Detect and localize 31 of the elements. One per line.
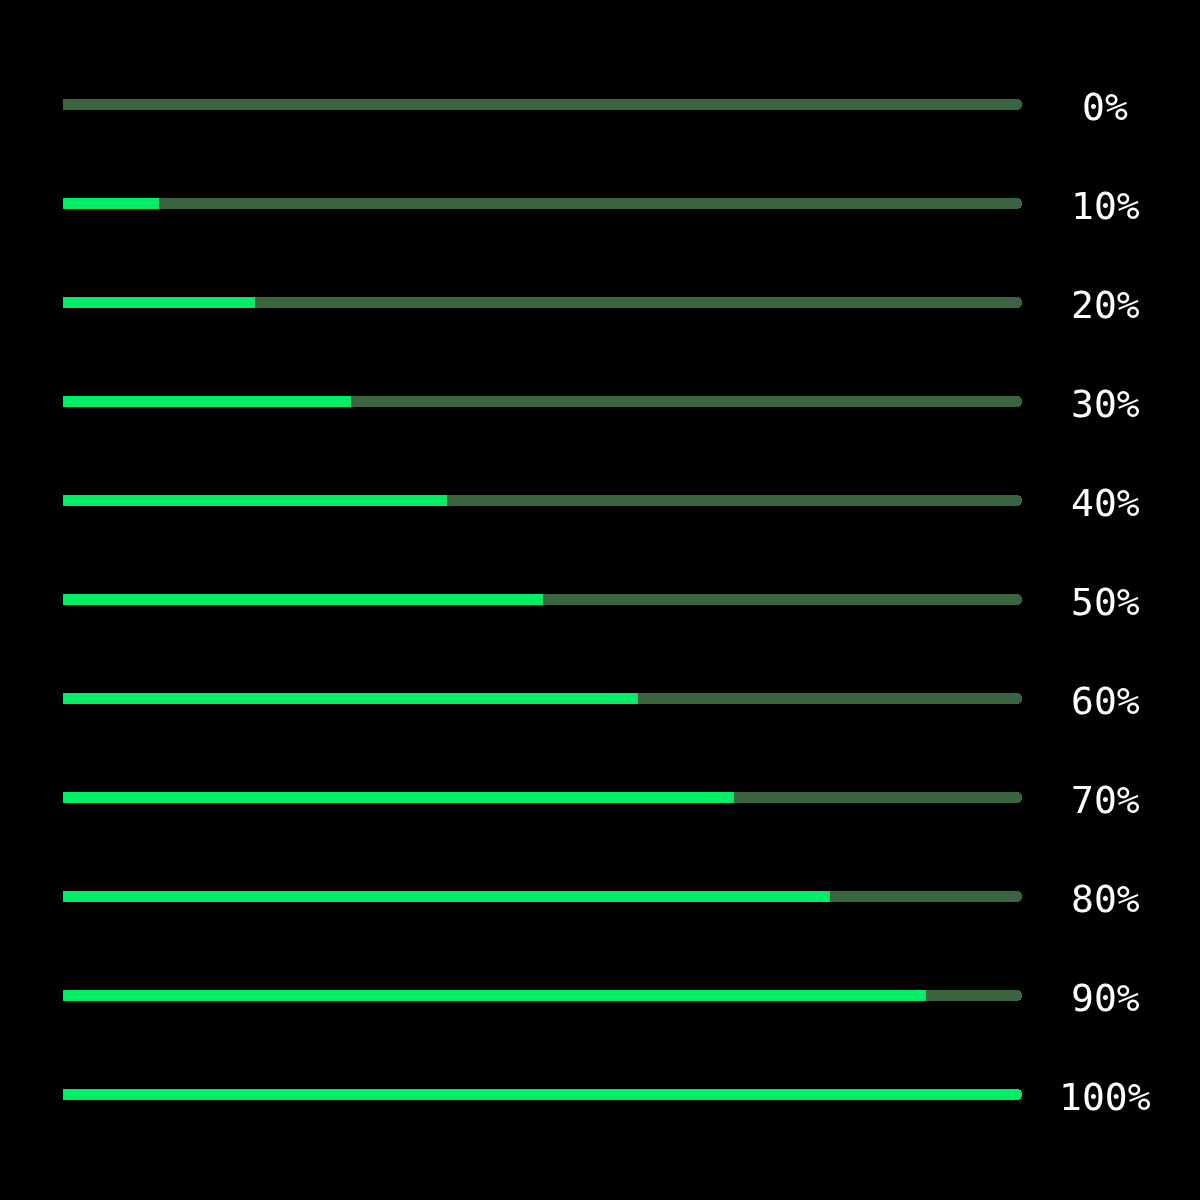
data-label: 80% <box>1071 877 1140 921</box>
bar <box>446 494 1022 507</box>
bar <box>63 989 927 1002</box>
bar <box>638 692 1022 705</box>
bar <box>63 494 447 507</box>
bar <box>350 395 1022 408</box>
bar <box>63 395 351 408</box>
bar <box>254 296 1022 309</box>
bar <box>830 890 1022 903</box>
data-label: 70% <box>1071 778 1140 822</box>
bar <box>63 791 735 804</box>
bar <box>63 296 255 309</box>
bar <box>926 989 1022 1002</box>
bar <box>542 593 1022 606</box>
bar <box>63 890 831 903</box>
bar <box>63 1088 1022 1101</box>
bar <box>63 197 159 210</box>
data-label: 40% <box>1071 481 1140 525</box>
bar <box>158 197 1022 210</box>
data-label: 100% <box>1059 1075 1151 1119</box>
data-label: 90% <box>1071 976 1140 1020</box>
bar <box>63 593 543 606</box>
data-label: 20% <box>1071 283 1140 327</box>
data-label: 30% <box>1071 382 1140 426</box>
data-label: 60% <box>1071 679 1140 723</box>
bar <box>734 791 1022 804</box>
bar <box>63 692 639 705</box>
data-label: 0% <box>1082 85 1128 129</box>
data-label: 10% <box>1071 184 1140 228</box>
bar <box>63 98 1022 111</box>
data-label: 50% <box>1071 580 1140 624</box>
